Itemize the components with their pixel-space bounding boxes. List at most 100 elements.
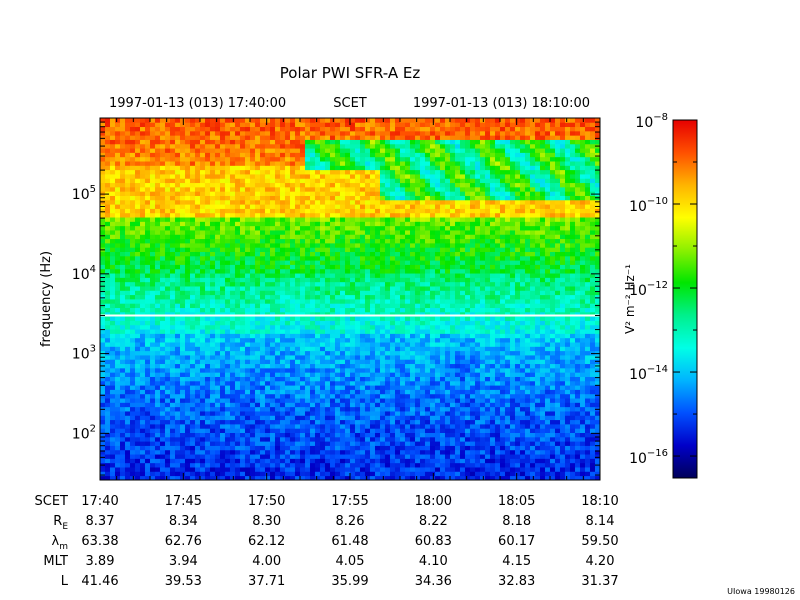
spectrogram-cell bbox=[145, 342, 151, 347]
spectrogram-cell bbox=[365, 195, 371, 201]
spectrogram-cell bbox=[125, 174, 131, 179]
spectrogram-cell bbox=[355, 230, 361, 235]
spectrogram-cell bbox=[170, 260, 176, 265]
spectrogram-cell bbox=[355, 139, 361, 145]
spectrogram-cell bbox=[375, 178, 381, 184]
spectrogram-cell bbox=[210, 372, 216, 377]
spectrogram-cell bbox=[340, 324, 346, 330]
spectrogram-cell bbox=[365, 432, 371, 438]
spectrogram-cell bbox=[345, 402, 351, 408]
spectrogram-cell bbox=[225, 402, 231, 408]
spectrogram-cell bbox=[260, 350, 266, 356]
spectrogram-cell bbox=[335, 316, 341, 321]
spectrogram-cell bbox=[380, 118, 386, 123]
spectrogram-cell bbox=[140, 355, 146, 360]
spectrogram-cell bbox=[225, 367, 231, 373]
spectrogram-cell bbox=[235, 161, 241, 166]
spectrogram-cell bbox=[215, 122, 221, 128]
spectrogram-cell bbox=[375, 221, 381, 227]
spectrogram-cell bbox=[125, 264, 131, 270]
spectrogram-cell bbox=[235, 337, 241, 343]
spectrogram-cell bbox=[280, 475, 286, 481]
spectrogram-cell bbox=[185, 242, 191, 248]
spectrogram-cell bbox=[275, 204, 281, 209]
spectrogram-cell bbox=[315, 367, 321, 373]
spectrogram-cell bbox=[130, 299, 136, 304]
spectrogram-cell bbox=[155, 380, 161, 386]
spectrogram-cell bbox=[295, 406, 301, 412]
spectrogram-cell bbox=[300, 118, 306, 123]
spectrogram-cell bbox=[215, 286, 221, 291]
spectrogram-cell bbox=[325, 462, 331, 468]
spectrogram-cell bbox=[395, 333, 401, 339]
spectrogram-cell bbox=[140, 320, 146, 326]
spectrogram-cell bbox=[115, 462, 121, 468]
spectrogram-cell bbox=[125, 380, 131, 386]
spectrogram-cell bbox=[340, 156, 346, 162]
spectrogram-cell bbox=[335, 139, 341, 145]
spectrogram-cell bbox=[245, 273, 251, 278]
spectrogram-cell bbox=[280, 143, 286, 149]
spectrogram-cell bbox=[255, 234, 261, 240]
spectrogram-cell bbox=[350, 449, 356, 455]
spectrogram-cell bbox=[155, 436, 161, 442]
spectrogram-cell bbox=[305, 342, 311, 347]
spectrogram-cell bbox=[130, 264, 136, 270]
spectrogram-cell bbox=[365, 260, 371, 265]
spectrogram-cell bbox=[360, 367, 366, 373]
spectrogram-cell bbox=[275, 320, 281, 326]
spectrogram-cell bbox=[135, 268, 141, 274]
spectrogram-cell bbox=[225, 251, 231, 257]
spectrogram-cell bbox=[330, 130, 336, 136]
spectrogram-cell bbox=[175, 204, 181, 209]
spectrogram-cell bbox=[290, 372, 296, 377]
spectrogram-cell bbox=[330, 449, 336, 455]
spectrogram-cell bbox=[225, 398, 231, 403]
spectrogram-cell bbox=[125, 419, 131, 425]
spectrogram-cell bbox=[195, 230, 201, 235]
spectrogram-cell bbox=[180, 320, 186, 326]
spectrogram-cell bbox=[285, 299, 291, 304]
spectrogram-cell bbox=[115, 174, 121, 179]
spectrogram-cell bbox=[225, 454, 231, 459]
spectrogram-cell bbox=[240, 174, 246, 179]
spectrogram-cell bbox=[215, 156, 221, 162]
spectrogram-cell bbox=[185, 441, 191, 446]
spectrogram-cell bbox=[165, 204, 171, 209]
spectrogram-cell bbox=[185, 355, 191, 360]
spectrogram-cell bbox=[210, 290, 216, 296]
spectrogram-cell bbox=[325, 195, 331, 201]
spectrogram-cell bbox=[120, 251, 126, 257]
spectrogram-cell bbox=[220, 195, 226, 201]
spectrogram-cell bbox=[175, 355, 181, 360]
spectrogram-cell bbox=[315, 217, 321, 222]
spectrogram-cell bbox=[165, 320, 171, 326]
spectrogram-cell bbox=[300, 441, 306, 446]
spectrogram-cell bbox=[205, 195, 211, 201]
spectrogram-cell bbox=[310, 260, 316, 265]
spectrogram-cell bbox=[140, 406, 146, 412]
spectrogram-cell bbox=[215, 350, 221, 356]
spectrogram-cell bbox=[260, 449, 266, 455]
spectrogram-cell bbox=[225, 221, 231, 227]
spectrogram-cell bbox=[230, 303, 236, 309]
spectrogram-cell bbox=[295, 290, 301, 296]
spectrogram-cell bbox=[195, 221, 201, 227]
spectrogram-cell bbox=[260, 411, 266, 416]
spectrogram-cell bbox=[245, 247, 251, 252]
spectrogram-cell bbox=[175, 311, 181, 317]
spectrogram-cell bbox=[155, 234, 161, 240]
spectrogram-cell bbox=[360, 126, 366, 132]
spectrogram-cell bbox=[345, 436, 351, 442]
spectrogram-cell bbox=[225, 307, 231, 313]
spectrogram-cell bbox=[290, 212, 296, 218]
spectrogram-cell bbox=[375, 212, 381, 218]
spectrogram-cell bbox=[250, 247, 256, 252]
spectrogram-cell bbox=[250, 161, 256, 166]
spectrogram-cell bbox=[175, 316, 181, 321]
spectrogram-cell bbox=[110, 462, 116, 468]
spectrogram-cell bbox=[370, 191, 376, 196]
spectrogram-cell bbox=[135, 247, 141, 252]
spectrogram-cell bbox=[225, 329, 231, 334]
spectrogram-cell bbox=[220, 126, 226, 132]
